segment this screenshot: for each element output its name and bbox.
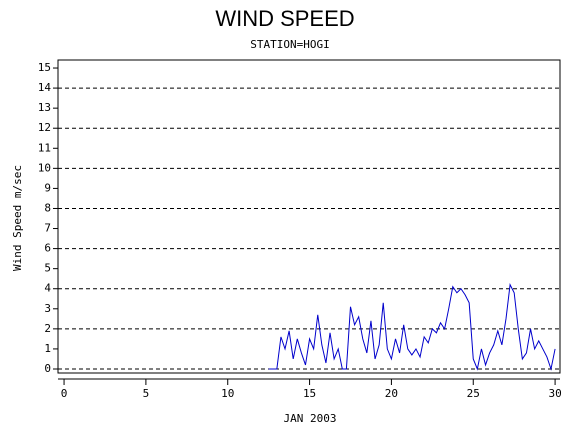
y-tick-label: 12: [38, 121, 51, 134]
y-tick-label: 15: [38, 61, 51, 74]
y-axis-label: Wind Speed m/sec: [11, 165, 24, 271]
y-tick-label: 10: [38, 161, 51, 174]
y-tick-label: 4: [44, 282, 51, 295]
chart-title: WIND SPEED: [215, 6, 354, 31]
y-tick-label: 9: [44, 181, 51, 194]
y-tick-label: 14: [38, 81, 52, 94]
y-tick-label: 2: [44, 322, 51, 335]
x-tick-label: 25: [467, 387, 480, 400]
y-tick-label: 7: [44, 222, 51, 235]
x-tick-label: 10: [221, 387, 234, 400]
x-tick-label: 20: [385, 387, 398, 400]
y-tick-label: 6: [44, 242, 51, 255]
x-tick-label: 0: [61, 387, 68, 400]
y-tick-label: 1: [44, 342, 51, 355]
chart-subtitle: STATION=HOGI: [250, 38, 329, 51]
y-tick-label: 11: [38, 141, 51, 154]
y-tick-label: 0: [44, 362, 51, 375]
plot-frame: [57, 59, 561, 374]
x-tick-label: 30: [548, 387, 561, 400]
data-line: [268, 283, 556, 371]
y-tick-label: 8: [44, 201, 51, 214]
x-tick-label: 5: [143, 387, 150, 400]
y-tick-label: 5: [44, 262, 51, 275]
y-tick-label: 3: [44, 302, 51, 315]
x-tick-label: 15: [303, 387, 316, 400]
y-tick-label: 13: [38, 101, 51, 114]
x-axis-label: JAN 2003: [284, 412, 337, 425]
